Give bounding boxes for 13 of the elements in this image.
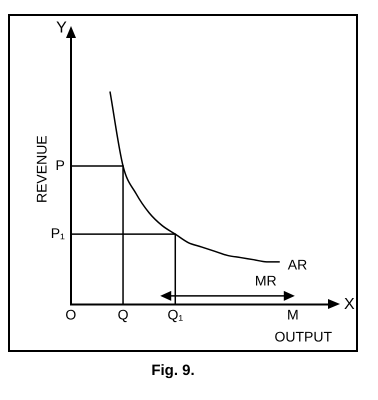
series-label: MR xyxy=(254,272,277,289)
x-tick-label: O xyxy=(65,306,76,323)
text: X xyxy=(344,296,355,313)
x-tick-label: M xyxy=(286,306,299,323)
x-axis-title: OUTPUT xyxy=(274,328,332,344)
ref-line-label: P₁ xyxy=(50,225,66,241)
x-tick-label: Q₁ xyxy=(167,306,184,323)
series-label: AR xyxy=(288,256,308,273)
text: Fig. 9. xyxy=(151,362,195,380)
text: Y xyxy=(56,19,68,36)
y-axis-title: REVENUE xyxy=(33,135,50,204)
ref-line-label: P xyxy=(55,156,65,173)
x-tick-label: Q xyxy=(118,306,129,323)
